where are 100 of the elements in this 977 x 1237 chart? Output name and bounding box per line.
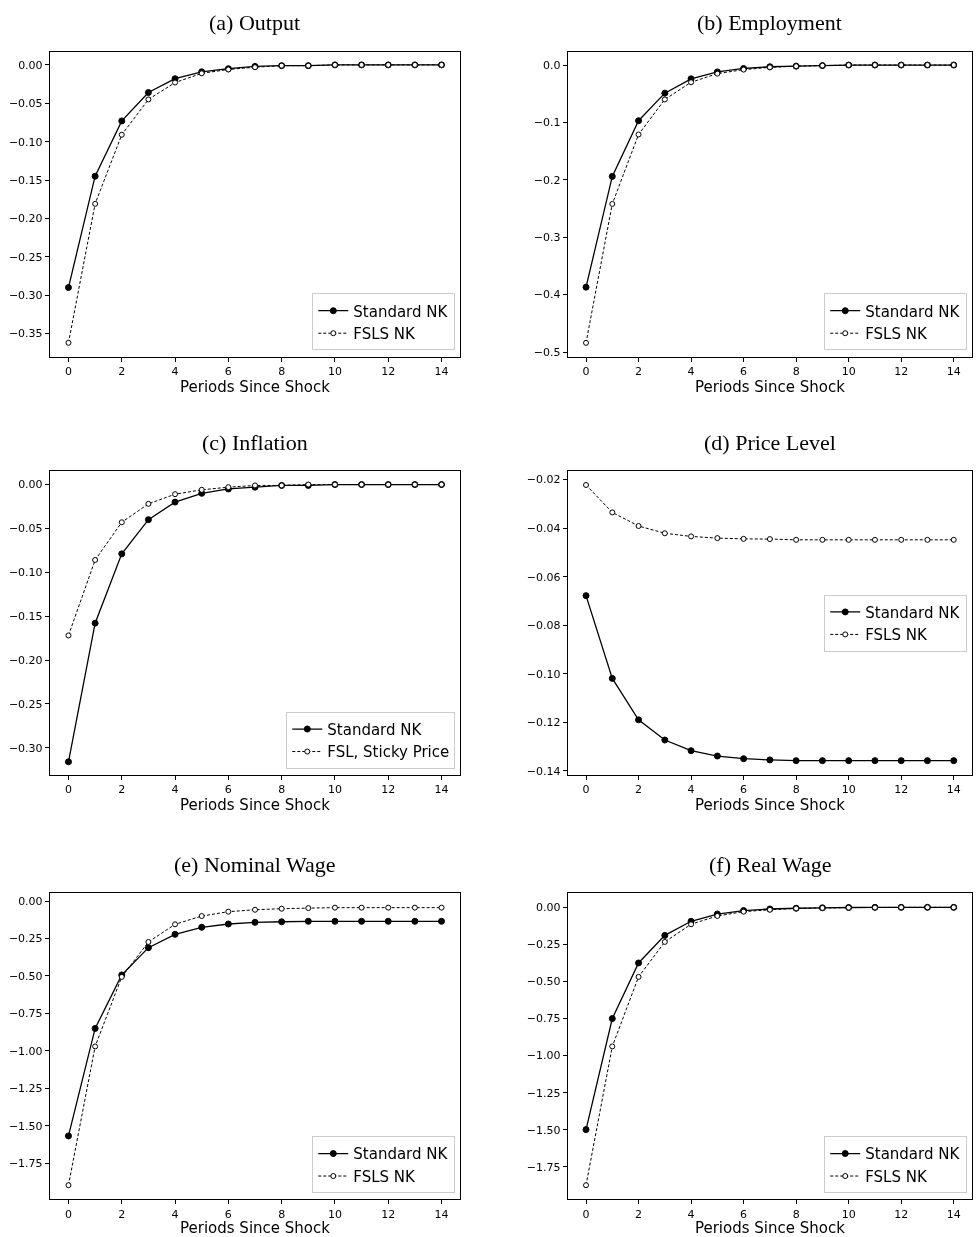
- x-tick-label: 2: [635, 364, 643, 378]
- x-tick-label: 4: [171, 1207, 179, 1221]
- y-tick-label: −0.15: [8, 610, 43, 623]
- x-tick-label: 6: [740, 1207, 748, 1221]
- x-tick-label: 2: [635, 783, 643, 797]
- x-tick-label: 12: [381, 364, 396, 378]
- chart-title: (f) Real Wage: [709, 852, 832, 877]
- x-tick-label: 14: [434, 783, 449, 797]
- x-axis-title: Periods Since Shock: [694, 1219, 846, 1237]
- legend-label: Standard NK: [865, 603, 961, 622]
- chart-title: (b) Employment: [697, 10, 842, 35]
- y-tick-label: −0.25: [8, 932, 43, 946]
- x-axis-title: Periods Since Shock: [180, 796, 331, 815]
- y-tick-label: 0.00: [18, 478, 43, 492]
- legend-label: FSLS NK: [865, 325, 928, 344]
- x-tick-label: 2: [118, 1207, 126, 1221]
- x-tick-label: 12: [894, 783, 909, 797]
- x-tick-label: 6: [224, 1207, 232, 1221]
- legend-label: Standard NK: [353, 302, 449, 321]
- y-tick-label: −0.3: [533, 231, 561, 245]
- legend-label: FSLS NK: [865, 626, 928, 645]
- y-tick-label: −0.10: [8, 566, 43, 580]
- legend-label: Standard NK: [353, 1145, 449, 1164]
- x-tick-label: 4: [687, 783, 695, 797]
- y-tick-label: −0.75: [8, 1007, 43, 1021]
- x-tick-label: 0: [582, 1207, 590, 1221]
- x-tick-label: 10: [327, 1207, 342, 1221]
- x-axis-title: Periods Since Shock: [694, 796, 846, 815]
- y-tick-label: −0.05: [8, 522, 43, 536]
- legend-label: FSLS NK: [353, 1167, 417, 1186]
- y-tick-label: 0.00: [18, 894, 43, 908]
- x-tick-label: 4: [171, 364, 179, 378]
- x-tick-label: 8: [278, 1207, 286, 1221]
- y-tick-label: −0.2: [533, 173, 561, 187]
- y-tick-label: −0.50: [526, 975, 561, 989]
- x-tick-label: 6: [740, 783, 748, 797]
- x-tick-label: 0: [64, 364, 72, 378]
- y-tick-label: −1.00: [8, 1044, 43, 1058]
- y-tick-label: −0.30: [8, 289, 43, 303]
- y-tick-label: −0.20: [8, 653, 43, 667]
- x-tick-label: 0: [582, 783, 590, 797]
- y-tick-label: −0.02: [526, 473, 561, 487]
- x-tick-label: 2: [635, 1207, 643, 1221]
- y-tick-label: −0.04: [526, 522, 561, 536]
- y-tick-label: −0.05: [8, 97, 43, 111]
- chart-title: (a) Output: [209, 10, 301, 35]
- x-tick-label: 2: [118, 364, 126, 378]
- y-tick-label: −0.25: [526, 938, 561, 952]
- x-tick-label: 10: [841, 364, 856, 378]
- y-tick-label: −1.75: [8, 1157, 43, 1171]
- y-tick-label: −0.35: [8, 327, 43, 341]
- y-tick-label: −0.12: [526, 716, 561, 730]
- x-tick-label: 6: [224, 783, 232, 797]
- x-tick-label: 8: [278, 783, 286, 797]
- y-tick-label: −0.75: [526, 1012, 561, 1026]
- y-tick-label: −1.50: [526, 1123, 561, 1137]
- y-tick-label: −0.08: [526, 619, 561, 633]
- chart-title: (d) Price Level: [704, 430, 836, 455]
- y-tick-label: 0.00: [535, 901, 561, 915]
- legend-label: FSLS NK: [353, 325, 417, 344]
- y-tick-label: −0.15: [8, 173, 43, 187]
- x-tick-label: 8: [278, 364, 286, 378]
- y-tick-label: 0.0: [542, 58, 561, 72]
- x-tick-label: 4: [687, 1207, 695, 1221]
- x-tick-label: 14: [946, 783, 961, 797]
- y-tick-label: −0.30: [8, 741, 43, 755]
- y-tick-label: −1.25: [526, 1086, 561, 1100]
- x-tick-label: 0: [64, 1207, 72, 1221]
- y-tick-label: −1.00: [526, 1049, 561, 1063]
- legend-label: Standard NK: [865, 1145, 961, 1164]
- x-tick-label: 14: [434, 1207, 449, 1221]
- y-tick-label: −0.50: [8, 969, 43, 983]
- y-tick-label: −0.25: [8, 250, 43, 264]
- x-tick-label: 6: [224, 364, 232, 378]
- x-tick-label: 10: [841, 1207, 856, 1221]
- x-tick-label: 2: [118, 783, 126, 797]
- x-tick-label: 0: [582, 364, 590, 378]
- legend-label: FSL, Sticky Price: [327, 743, 450, 762]
- x-tick-label: 10: [841, 783, 856, 797]
- chart-title: (c) Inflation: [202, 430, 308, 455]
- x-tick-label: 14: [434, 364, 449, 378]
- x-tick-label: 6: [740, 364, 748, 378]
- y-tick-label: −0.25: [8, 697, 43, 711]
- x-axis-title: Periods Since Shock: [180, 1219, 331, 1237]
- x-tick-label: 4: [171, 783, 179, 797]
- legend-label: Standard NK: [327, 720, 423, 739]
- x-tick-label: 8: [792, 783, 800, 797]
- x-tick-label: 12: [381, 1207, 396, 1221]
- x-tick-label: 12: [894, 1207, 909, 1221]
- x-tick-label: 4: [687, 364, 695, 378]
- x-tick-label: 10: [327, 783, 342, 797]
- y-tick-label: −0.10: [8, 135, 43, 149]
- chart-title: (e) Nominal Wage: [174, 852, 336, 877]
- x-tick-label: 12: [381, 783, 396, 797]
- legend-label: FSLS NK: [865, 1167, 928, 1186]
- x-tick-label: 10: [327, 364, 342, 378]
- x-tick-label: 12: [894, 364, 909, 378]
- y-tick-label: −0.4: [533, 288, 561, 302]
- x-tick-label: 8: [792, 364, 800, 378]
- y-tick-label: −0.14: [526, 764, 561, 778]
